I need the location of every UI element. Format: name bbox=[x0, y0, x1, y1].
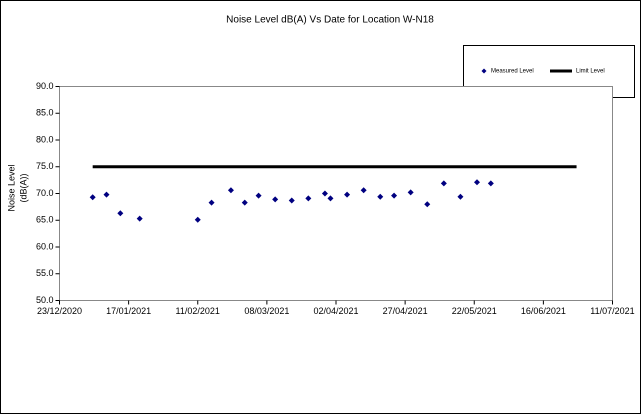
x-tick-label: 22/05/2021 bbox=[452, 306, 497, 316]
y-tick-label: 60.0 bbox=[36, 241, 54, 251]
y-tick-label: 70.0 bbox=[36, 188, 54, 198]
data-point bbox=[440, 180, 447, 187]
y-axis-label: (dB(A)) bbox=[18, 173, 28, 202]
data-point bbox=[305, 195, 312, 202]
y-tick-label: 80.0 bbox=[36, 134, 54, 144]
x-tick-label: 02/04/2021 bbox=[313, 306, 358, 316]
chart-title: Noise Level dB(A) Vs Date for Location W… bbox=[226, 15, 434, 26]
data-point bbox=[194, 216, 201, 223]
data-point bbox=[89, 194, 96, 201]
data-point bbox=[327, 195, 334, 202]
y-tick-label: 85.0 bbox=[36, 108, 54, 118]
data-point bbox=[227, 187, 234, 194]
plot-area bbox=[59, 86, 613, 301]
y-tick-label: 55.0 bbox=[36, 268, 54, 278]
legend-label: Measured Level bbox=[491, 69, 534, 75]
x-tick-label: 27/04/2021 bbox=[383, 306, 428, 316]
x-tick-label: 11/02/2021 bbox=[176, 306, 220, 316]
legend-swatch bbox=[481, 68, 487, 74]
data-point bbox=[457, 193, 464, 200]
legend-label: Limit Level bbox=[576, 69, 605, 75]
x-tick-label: 11/07/2021 bbox=[590, 306, 634, 316]
x-tick-label: 16/06/2021 bbox=[521, 306, 566, 316]
data-point bbox=[136, 215, 143, 222]
data-point bbox=[241, 199, 248, 206]
y-tick-label: 75.0 bbox=[36, 161, 54, 171]
data-point bbox=[272, 196, 279, 203]
y-axis-label: Noise Level bbox=[6, 164, 16, 211]
data-point bbox=[360, 187, 367, 194]
data-point bbox=[391, 192, 398, 199]
data-point bbox=[117, 210, 124, 217]
data-point bbox=[103, 191, 110, 198]
y-tick-label: 50.0 bbox=[36, 295, 54, 305]
data-point bbox=[487, 180, 494, 187]
data-point bbox=[344, 191, 351, 198]
x-tick-label: 08/03/2021 bbox=[244, 306, 289, 316]
data-point bbox=[321, 190, 328, 197]
y-tick-label: 65.0 bbox=[36, 215, 54, 225]
x-tick-label: 23/12/2020 bbox=[37, 306, 82, 316]
data-point bbox=[377, 193, 384, 200]
data-point bbox=[474, 179, 481, 186]
data-point bbox=[424, 201, 431, 208]
y-tick-label: 90.0 bbox=[36, 81, 54, 91]
data-point bbox=[208, 199, 215, 206]
data-point bbox=[407, 189, 414, 196]
data-point bbox=[288, 197, 295, 204]
data-point bbox=[255, 192, 262, 199]
x-tick-label: 17/01/2021 bbox=[106, 306, 151, 316]
